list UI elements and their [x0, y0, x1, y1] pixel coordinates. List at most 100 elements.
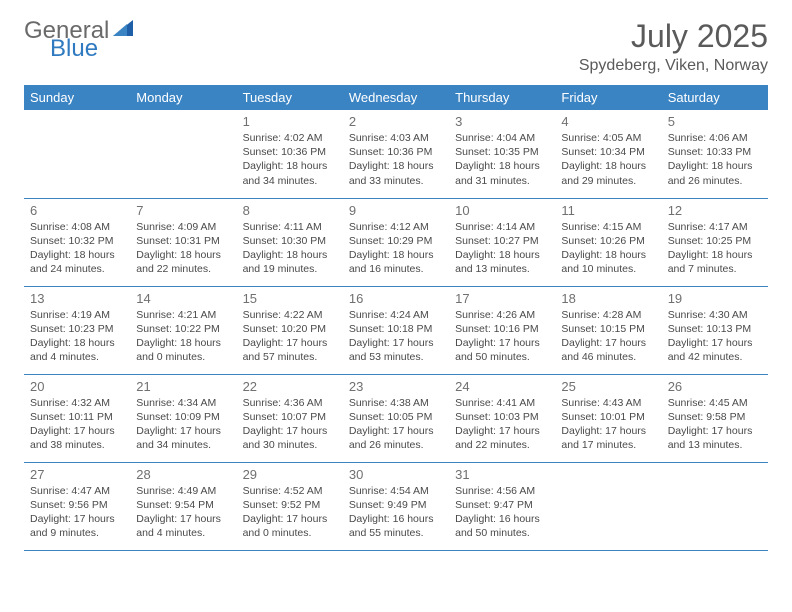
day-details: Sunrise: 4:12 AMSunset: 10:29 PMDaylight…	[349, 220, 443, 277]
calendar-day-cell: 17Sunrise: 4:26 AMSunset: 10:16 PMDaylig…	[449, 286, 555, 374]
weekday-header: Thursday	[449, 85, 555, 110]
day-details: Sunrise: 4:17 AMSunset: 10:25 PMDaylight…	[668, 220, 762, 277]
day-details: Sunrise: 4:15 AMSunset: 10:26 PMDaylight…	[561, 220, 655, 277]
calendar-day-cell: 13 Sunrise: 4:19 AMSunset: 10:23 PMDaylig…	[24, 286, 130, 374]
logo: General Blue	[24, 18, 135, 61]
day-details: Sunrise: 4:04 AMSunset: 10:35 PMDaylight…	[455, 131, 549, 188]
day-number: 24	[455, 379, 549, 394]
weekday-header: Tuesday	[237, 85, 343, 110]
calendar-day-cell: 23 Sunrise: 4:38 AMSunset: 10:05 PMDaylig…	[343, 374, 449, 462]
calendar-day-cell: 18Sunrise: 4:28 AMSunset: 10:15 PMDaylig…	[555, 286, 661, 374]
calendar-day-cell: 11 Sunrise: 4:15 AMSunset: 10:26 PMDaylig…	[555, 198, 661, 286]
day-details: Sunrise: 4:02 AMSunset: 10:36 PMDaylight…	[243, 131, 337, 188]
day-details: Sunrise: 4:11 AMSunset: 10:30 PMDaylight…	[243, 220, 337, 277]
weekday-header: Friday	[555, 85, 661, 110]
day-number: 4	[561, 114, 655, 129]
day-number: 26	[668, 379, 762, 394]
calendar-day-cell: 9 Sunrise: 4:12 AMSunset: 10:29 PMDayligh…	[343, 198, 449, 286]
calendar-day-cell: 1 Sunrise: 4:02 AMSunset: 10:36 PMDayligh…	[237, 110, 343, 198]
day-details: Sunrise: 4:56 AMSunset: 9:47 PMDaylight:…	[455, 484, 549, 541]
calendar-day-cell: 15Sunrise: 4:22 AMSunset: 10:20 PMDaylig…	[237, 286, 343, 374]
day-details: Sunrise: 4:47 AMSunset: 9:56 PMDaylight:…	[30, 484, 124, 541]
day-details: Sunrise: 4:21 AMSunset: 10:22 PMDaylight…	[136, 308, 230, 365]
title-block: July 2025 Spydeberg, Viken, Norway	[579, 18, 768, 75]
calendar-empty-cell	[555, 462, 661, 550]
day-number: 14	[136, 291, 230, 306]
day-number: 12	[668, 203, 762, 218]
calendar-empty-cell	[24, 110, 130, 198]
location: Spydeberg, Viken, Norway	[579, 57, 768, 75]
day-details: Sunrise: 4:41 AMSunset: 10:03 PMDaylight…	[455, 396, 549, 453]
day-details: Sunrise: 4:06 AMSunset: 10:33 PMDaylight…	[668, 131, 762, 188]
day-details: Sunrise: 4:54 AMSunset: 9:49 PMDaylight:…	[349, 484, 443, 541]
day-details: Sunrise: 4:03 AMSunset: 10:36 PMDaylight…	[349, 131, 443, 188]
calendar-day-cell: 19 Sunrise: 4:30 AMSunset: 10:13 PMDaylig…	[662, 286, 768, 374]
weekday-header: Sunday	[24, 85, 130, 110]
day-number: 6	[30, 203, 124, 218]
calendar-day-cell: 27 Sunrise: 4:47 AMSunset: 9:56 PMDayligh…	[24, 462, 130, 550]
calendar-day-cell: 2 Sunrise: 4:03 AMSunset: 10:36 PMDayligh…	[343, 110, 449, 198]
day-number: 18	[561, 291, 655, 306]
day-number: 23	[349, 379, 443, 394]
day-number: 22	[243, 379, 337, 394]
weekday-header: Wednesday	[343, 85, 449, 110]
calendar-week-row: 1 Sunrise: 4:02 AMSunset: 10:36 PMDayligh…	[24, 110, 768, 198]
day-number: 11	[561, 203, 655, 218]
logo-word-blue: Blue	[50, 37, 135, 61]
calendar-week-row: 13 Sunrise: 4:19 AMSunset: 10:23 PMDaylig…	[24, 286, 768, 374]
day-details: Sunrise: 4:24 AMSunset: 10:18 PMDaylight…	[349, 308, 443, 365]
calendar-day-cell: 4Sunrise: 4:05 AMSunset: 10:34 PMDayligh…	[555, 110, 661, 198]
day-details: Sunrise: 4:22 AMSunset: 10:20 PMDaylight…	[243, 308, 337, 365]
calendar-week-row: 27 Sunrise: 4:47 AMSunset: 9:56 PMDayligh…	[24, 462, 768, 550]
day-number: 8	[243, 203, 337, 218]
day-number: 7	[136, 203, 230, 218]
day-number: 9	[349, 203, 443, 218]
day-details: Sunrise: 4:34 AMSunset: 10:09 PMDaylight…	[136, 396, 230, 453]
calendar-day-cell: 22 Sunrise: 4:36 AMSunset: 10:07 PMDaylig…	[237, 374, 343, 462]
day-details: Sunrise: 4:09 AMSunset: 10:31 PMDaylight…	[136, 220, 230, 277]
calendar-week-row: 6Sunrise: 4:08 AMSunset: 10:32 PMDayligh…	[24, 198, 768, 286]
day-number: 30	[349, 467, 443, 482]
day-details: Sunrise: 4:30 AMSunset: 10:13 PMDaylight…	[668, 308, 762, 365]
day-number: 28	[136, 467, 230, 482]
day-number: 19	[668, 291, 762, 306]
calendar-day-cell: 28 Sunrise: 4:49 AMSunset: 9:54 PMDayligh…	[130, 462, 236, 550]
day-number: 1	[243, 114, 337, 129]
page: General Blue July 2025 Spydeberg, Viken,…	[0, 0, 792, 569]
day-details: Sunrise: 4:38 AMSunset: 10:05 PMDaylight…	[349, 396, 443, 453]
day-number: 17	[455, 291, 549, 306]
calendar-day-cell: 8 Sunrise: 4:11 AMSunset: 10:30 PMDayligh…	[237, 198, 343, 286]
calendar-day-cell: 29 Sunrise: 4:52 AMSunset: 9:52 PMDayligh…	[237, 462, 343, 550]
day-number: 20	[30, 379, 124, 394]
day-number: 13	[30, 291, 124, 306]
calendar-empty-cell	[662, 462, 768, 550]
day-details: Sunrise: 4:32 AMSunset: 10:11 PMDaylight…	[30, 396, 124, 453]
calendar-day-cell: 10 Sunrise: 4:14 AMSunset: 10:27 PMDaylig…	[449, 198, 555, 286]
day-number: 5	[668, 114, 762, 129]
calendar-day-cell: 16Sunrise: 4:24 AMSunset: 10:18 PMDaylig…	[343, 286, 449, 374]
day-details: Sunrise: 4:45 AMSunset: 9:58 PMDaylight:…	[668, 396, 762, 453]
calendar-day-cell: 25Sunrise: 4:43 AMSunset: 10:01 PMDaylig…	[555, 374, 661, 462]
day-details: Sunrise: 4:49 AMSunset: 9:54 PMDaylight:…	[136, 484, 230, 541]
calendar-day-cell: 12 Sunrise: 4:17 AMSunset: 10:25 PMDaylig…	[662, 198, 768, 286]
day-number: 10	[455, 203, 549, 218]
month-title: July 2025	[579, 18, 768, 55]
day-details: Sunrise: 4:36 AMSunset: 10:07 PMDaylight…	[243, 396, 337, 453]
weekday-header: Monday	[130, 85, 236, 110]
day-details: Sunrise: 4:14 AMSunset: 10:27 PMDaylight…	[455, 220, 549, 277]
calendar-header-row: SundayMondayTuesdayWednesdayThursdayFrid…	[24, 85, 768, 110]
day-number: 27	[30, 467, 124, 482]
calendar-day-cell: 6Sunrise: 4:08 AMSunset: 10:32 PMDayligh…	[24, 198, 130, 286]
weekday-header: Saturday	[662, 85, 768, 110]
calendar-day-cell: 21 Sunrise: 4:34 AMSunset: 10:09 PMDaylig…	[130, 374, 236, 462]
day-number: 21	[136, 379, 230, 394]
day-details: Sunrise: 4:19 AMSunset: 10:23 PMDaylight…	[30, 308, 124, 365]
day-number: 29	[243, 467, 337, 482]
calendar-day-cell: 3 Sunrise: 4:04 AMSunset: 10:35 PMDayligh…	[449, 110, 555, 198]
day-details: Sunrise: 4:43 AMSunset: 10:01 PMDaylight…	[561, 396, 655, 453]
day-number: 3	[455, 114, 549, 129]
day-details: Sunrise: 4:52 AMSunset: 9:52 PMDaylight:…	[243, 484, 337, 541]
calendar-day-cell: 24 Sunrise: 4:41 AMSunset: 10:03 PMDaylig…	[449, 374, 555, 462]
day-number: 2	[349, 114, 443, 129]
calendar-day-cell: 20 Sunrise: 4:32 AMSunset: 10:11 PMDaylig…	[24, 374, 130, 462]
